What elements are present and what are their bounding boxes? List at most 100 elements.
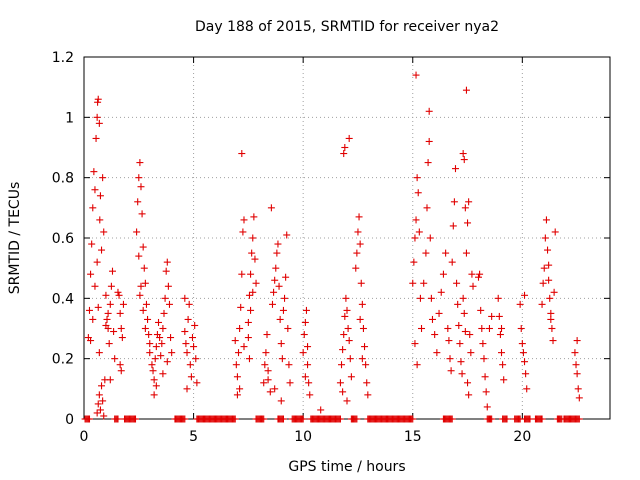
data-point — [301, 373, 309, 381]
data-point — [152, 343, 160, 351]
data-point — [262, 349, 270, 357]
data-point — [461, 204, 469, 212]
data-point — [183, 349, 191, 357]
data-point — [249, 234, 257, 242]
data-point — [132, 415, 140, 423]
data-point — [236, 325, 244, 332]
data-point — [267, 204, 275, 212]
data-point — [523, 385, 531, 393]
data-point — [466, 331, 474, 339]
data-point — [433, 349, 441, 357]
data-point — [187, 373, 195, 381]
data-point — [341, 144, 349, 151]
data-point — [92, 134, 100, 142]
data-point — [546, 294, 554, 302]
data-point — [409, 279, 417, 287]
data-point — [450, 198, 458, 206]
data-point — [356, 240, 364, 248]
data-point — [163, 358, 171, 366]
data-point — [185, 300, 193, 308]
data-point — [468, 270, 476, 278]
data-point — [573, 337, 581, 345]
data-point — [426, 234, 434, 242]
data-point — [233, 373, 241, 381]
data-point — [93, 113, 101, 121]
data-point — [135, 174, 143, 182]
data-point — [548, 325, 556, 332]
data-point — [116, 361, 124, 369]
data-point — [115, 291, 123, 299]
grid — [84, 57, 610, 419]
data-point — [538, 415, 546, 423]
data-point — [357, 279, 365, 287]
data-point — [89, 204, 97, 212]
data-point — [135, 252, 143, 260]
data-point — [286, 379, 294, 387]
data-point — [413, 174, 421, 182]
data-point — [300, 331, 308, 339]
data-point — [282, 273, 290, 281]
data-point — [85, 415, 93, 423]
data-point — [339, 388, 347, 396]
data-point — [304, 361, 312, 369]
x-tick-label: 0 — [80, 429, 89, 445]
data-point — [161, 294, 169, 302]
data-point — [519, 349, 527, 357]
data-point — [181, 328, 189, 336]
data-point — [141, 279, 149, 287]
data-point — [249, 288, 257, 296]
data-point — [181, 294, 189, 302]
data-point — [428, 315, 436, 323]
data-point — [140, 264, 148, 272]
data-point — [91, 282, 99, 290]
data-point — [358, 355, 366, 363]
data-point — [99, 397, 107, 405]
data-point — [96, 406, 104, 414]
data-point — [182, 340, 190, 348]
data-point — [544, 246, 552, 254]
data-point — [271, 385, 279, 393]
data-point — [264, 376, 272, 384]
data-point — [274, 240, 282, 248]
data-point — [117, 325, 125, 332]
data-point — [238, 150, 246, 158]
data-point — [110, 328, 118, 336]
data-point — [464, 219, 472, 227]
data-point — [87, 270, 95, 278]
data-point — [339, 346, 347, 354]
data-point — [260, 415, 268, 423]
data-point — [481, 373, 489, 381]
data-point — [499, 361, 507, 369]
data-point — [317, 406, 325, 414]
data-point — [150, 376, 158, 384]
data-point — [192, 355, 200, 363]
y-ticks: 0 0.2 0.4 0.6 0.8 1 1.2 — [52, 50, 610, 428]
data-point — [354, 228, 362, 236]
data-point — [457, 358, 465, 366]
data-point — [414, 189, 422, 197]
data-point — [285, 361, 293, 369]
data-point — [353, 249, 361, 257]
data-point — [118, 334, 126, 342]
data-point — [418, 325, 426, 332]
data-point — [263, 331, 271, 339]
data-point — [138, 210, 146, 218]
data-point — [144, 315, 152, 323]
data-point — [142, 300, 150, 308]
data-point — [364, 391, 372, 399]
y-tick-label: 1 — [65, 110, 74, 126]
data-point — [239, 228, 247, 236]
data-point — [424, 159, 432, 167]
data-point — [244, 318, 252, 326]
data-point — [411, 234, 419, 242]
data-point — [455, 321, 463, 329]
data-point — [93, 258, 101, 266]
data-point — [94, 303, 102, 311]
data-point — [340, 331, 348, 339]
data-point — [276, 315, 284, 323]
data-point — [90, 168, 98, 176]
data-point — [344, 325, 352, 332]
data-point — [540, 264, 548, 272]
data-point — [99, 174, 107, 182]
data-point — [137, 183, 145, 191]
